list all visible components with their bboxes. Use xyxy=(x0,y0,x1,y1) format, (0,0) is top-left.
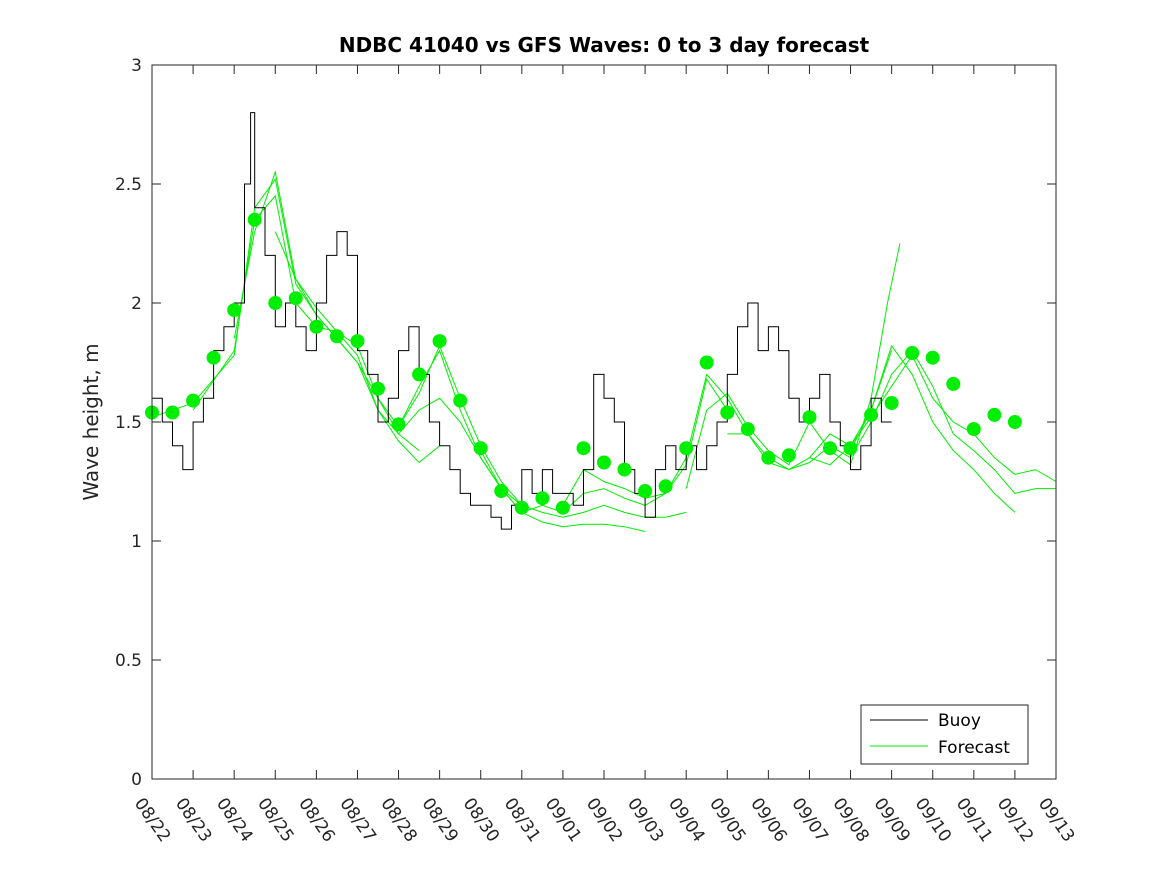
forecast-point-2 xyxy=(186,393,201,408)
forecast-point-14 xyxy=(432,334,447,349)
x-tick-label-9: 08/31 xyxy=(500,794,544,846)
forecast-point-41 xyxy=(987,407,1002,422)
x-tick-label-18: 09/09 xyxy=(870,794,914,846)
forecast-point-33 xyxy=(823,441,837,456)
x-tick-label-7: 08/29 xyxy=(418,794,462,846)
forecast-point-40 xyxy=(966,422,981,437)
x-tick-label-19: 09/10 xyxy=(911,794,955,846)
forecast-point-20 xyxy=(555,500,570,515)
plot-background xyxy=(152,65,1056,779)
forecast-point-22 xyxy=(597,455,611,470)
forecast-line-0 xyxy=(151,177,420,451)
legend-forecast-label: Forecast xyxy=(938,738,1010,758)
x-tick-label-5: 08/27 xyxy=(335,794,379,846)
forecast-point-8 xyxy=(309,319,324,334)
forecast-point-38 xyxy=(925,350,940,365)
forecast-point-27 xyxy=(699,355,714,370)
x-tick-label-1: 08/23 xyxy=(171,794,215,846)
y-tick-label-6: 3 xyxy=(131,56,142,76)
forecast-point-7 xyxy=(288,291,303,306)
forecast-point-16 xyxy=(473,441,488,456)
forecast-point-19 xyxy=(535,491,550,506)
y-axis-label: Wave height, m xyxy=(79,343,103,500)
y-tick-label-3: 1.5 xyxy=(115,413,142,433)
forecast-point-5 xyxy=(247,212,262,227)
forecast-point-4 xyxy=(227,303,242,318)
y-tick-label-4: 2 xyxy=(131,294,142,314)
forecast-point-24 xyxy=(638,484,653,498)
x-tick-label-17: 09/08 xyxy=(828,794,872,846)
forecast-points xyxy=(145,212,1022,515)
forecast-point-11 xyxy=(371,381,385,396)
legend-buoy-label: Buoy xyxy=(938,711,981,731)
x-tick-label-14: 09/05 xyxy=(705,794,749,846)
x-tick-label-13: 09/04 xyxy=(664,794,708,846)
x-tick-label-21: 09/12 xyxy=(993,794,1037,846)
x-tick-label-10: 09/01 xyxy=(541,794,585,846)
forecast-point-25 xyxy=(658,479,673,494)
legend: Buoy Forecast xyxy=(860,704,1029,765)
forecast-point-21 xyxy=(576,441,591,456)
forecast-line-8 xyxy=(727,349,1056,494)
forecast-point-3 xyxy=(206,350,221,365)
y-tick-label-2: 1 xyxy=(131,532,142,552)
legend-box xyxy=(860,704,1029,765)
forecast-point-6 xyxy=(268,296,283,310)
forecast-point-31 xyxy=(781,448,796,463)
forecast-point-32 xyxy=(802,410,817,425)
forecast-point-1 xyxy=(165,405,180,420)
x-tick-label-22: 09/13 xyxy=(1034,794,1078,846)
y-tick-label-1: 0.5 xyxy=(115,651,142,671)
x-tick-label-16: 09/07 xyxy=(787,794,831,846)
forecast-line-10 xyxy=(850,344,1016,513)
x-tick-label-15: 09/06 xyxy=(746,794,790,846)
forecast-point-17 xyxy=(494,484,509,498)
chart-title: NDBC 41040 vs GFS Waves: 0 to 3 day fore… xyxy=(339,33,870,57)
forecast-point-23 xyxy=(617,462,632,477)
forecast-line-7 xyxy=(685,243,901,489)
forecast-point-10 xyxy=(350,334,365,349)
forecast-point-30 xyxy=(761,450,776,465)
forecast-point-18 xyxy=(514,500,529,515)
forecast-line-4 xyxy=(398,344,687,518)
forecast-point-29 xyxy=(740,422,755,437)
forecast-point-37 xyxy=(905,346,920,360)
x-tick-label-0: 08/22 xyxy=(130,794,174,846)
forecast-point-13 xyxy=(412,367,427,382)
x-tick-label-4: 08/26 xyxy=(294,794,338,846)
x-tick-label-6: 08/28 xyxy=(376,794,420,846)
forecast-point-42 xyxy=(1007,415,1022,429)
forecast-point-36 xyxy=(884,396,899,410)
forecast-point-39 xyxy=(946,376,961,391)
x-tick-label-20: 09/11 xyxy=(952,794,996,846)
x-tick-label-8: 08/30 xyxy=(459,794,503,846)
forecast-point-12 xyxy=(391,417,406,432)
forecast-line-1 xyxy=(192,194,440,464)
forecast-point-9 xyxy=(329,329,344,344)
y-tick-label-5: 2.5 xyxy=(115,175,142,195)
forecast-point-26 xyxy=(679,441,694,456)
y-tick-label-0: 0 xyxy=(131,770,142,790)
forecast-point-34 xyxy=(843,441,858,456)
forecast-point-15 xyxy=(453,393,468,408)
x-tick-label-11: 09/02 xyxy=(582,794,626,846)
forecast-point-35 xyxy=(864,407,879,422)
x-tick-label-12: 09/03 xyxy=(623,794,667,846)
y-axis-ticks: 0 0.5 1 1.5 2 2.5 3 xyxy=(115,56,1056,790)
x-tick-label-2: 08/24 xyxy=(212,794,256,846)
forecast-point-28 xyxy=(720,405,735,420)
x-tick-label-3: 08/25 xyxy=(253,794,297,846)
